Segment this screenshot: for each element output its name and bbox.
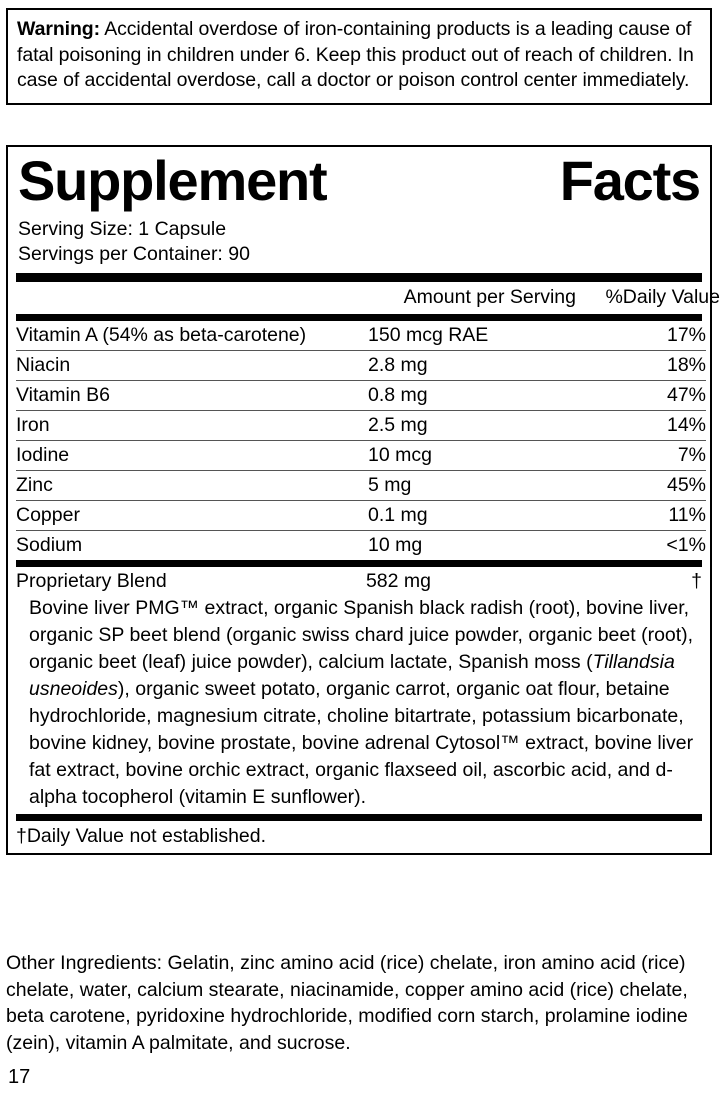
nutrient-daily-value: 45% [576, 470, 706, 501]
nutrient-amount: 150 mcg RAE [368, 321, 576, 351]
page-number: 17 [8, 1066, 31, 1088]
warning-label: Warning: [17, 18, 100, 40]
proprietary-blend-daily-value: † [691, 570, 702, 592]
serving-size: Serving Size: 1 Capsule [18, 218, 227, 240]
nutrient-name: Zinc [16, 470, 368, 501]
nutrient-amount: 10 mcg [368, 440, 576, 471]
table-row: Sodium 10 mg <1% [16, 531, 706, 561]
nutrient-daily-value: 18% [576, 350, 706, 381]
title-word-supplement: Supplement [18, 149, 328, 212]
nutrient-name: Vitamin A (54% as beta-carotene) [16, 321, 368, 351]
nutrient-amount: 2.5 mg [368, 410, 576, 441]
title-word-facts: Facts [559, 149, 701, 212]
serving-info: Serving Size: 1 Capsule Servings per Con… [16, 217, 702, 267]
nutrient-daily-value: 14% [576, 410, 706, 441]
proprietary-blend-ingredients: Bovine liver PMG™ extract, organic Spani… [16, 594, 702, 814]
blend-ingredients-latin-name: Tillandsia usneoides [29, 651, 675, 700]
nutrient-table: Amount per Serving %Daily Value [16, 282, 720, 314]
nutrient-amount: 10 mg [368, 534, 423, 556]
blend-ingredients-part-2: ), organic sweet potato, organic carrot,… [29, 678, 694, 808]
table-row: Iron 2.5 mg 14% [16, 410, 706, 441]
other-ingredients-text: Other Ingredients: Gelatin, zinc amino a… [6, 952, 688, 1054]
nutrient-name: Iron [16, 410, 368, 441]
nutrient-name: Iodine [16, 440, 368, 471]
proprietary-blend-name: Proprietary Blend [16, 570, 167, 592]
nutrient-rows-table: Vitamin A (54% as beta-carotene) 150 mcg… [16, 321, 706, 560]
warning-box: Warning: Accidental overdose of iron-con… [6, 8, 712, 105]
warning-text: Warning: Accidental overdose of iron-con… [17, 17, 701, 94]
nutrient-daily-value: <1% [666, 534, 706, 556]
page-title: Supplement Facts [16, 151, 702, 211]
table-header-row: Amount per Serving %Daily Value [16, 282, 720, 314]
nutrient-daily-value: 47% [576, 380, 706, 411]
supplement-facts-panel: Supplement Facts Serving Size: 1 Capsule… [6, 145, 720, 855]
nutrient-name: Sodium [16, 534, 83, 556]
rule-below-serving-info [16, 273, 702, 282]
table-row: Vitamin B6 0.8 mg 47% [16, 380, 706, 411]
nutrient-amount: 0.1 mg [368, 500, 576, 531]
table-row: Iodine 10 mcg 7% [16, 440, 706, 471]
rule-above-proprietary-blend [16, 560, 702, 567]
servings-per-container: Servings per Container: 90 [18, 243, 250, 265]
header-nutrient-name [16, 282, 368, 314]
nutrient-daily-value: 7% [576, 440, 706, 471]
rule-below-table-header [16, 314, 702, 321]
nutrient-name: Copper [16, 500, 368, 531]
nutrient-name: Vitamin B6 [16, 380, 368, 411]
header-daily-value: %Daily Value [605, 286, 720, 308]
table-row: Zinc 5 mg 45% [16, 470, 706, 501]
nutrient-daily-value: 11% [576, 500, 706, 531]
rule-above-footnote [16, 814, 702, 821]
proprietary-blend-row: Proprietary Blend 582 mg † [16, 567, 702, 594]
nutrient-table-body: Vitamin A (54% as beta-carotene) 150 mcg… [16, 321, 706, 560]
nutrient-amount: 2.8 mg [368, 350, 576, 381]
blend-ingredients-part-1: Bovine liver PMG™ extract, organic Spani… [29, 597, 694, 673]
table-row: Niacin 2.8 mg 18% [16, 350, 706, 381]
nutrient-daily-value: 17% [576, 321, 706, 351]
table-row: Vitamin A (54% as beta-carotene) 150 mcg… [16, 321, 706, 351]
warning-body: Accidental overdose of iron-containing p… [17, 18, 694, 91]
daily-value-footnote: †Daily Value not established. [16, 825, 267, 847]
nutrient-amount: 5 mg [368, 470, 576, 501]
nutrient-name: Niacin [16, 350, 368, 381]
nutrient-amount: 0.8 mg [368, 380, 576, 411]
nutrient-table-head: Amount per Serving %Daily Value [16, 282, 720, 314]
header-amount-per-serving: Amount per Serving [403, 286, 576, 308]
table-row: Copper 0.1 mg 11% [16, 500, 706, 531]
proprietary-blend-amount: 582 mg [365, 570, 431, 592]
